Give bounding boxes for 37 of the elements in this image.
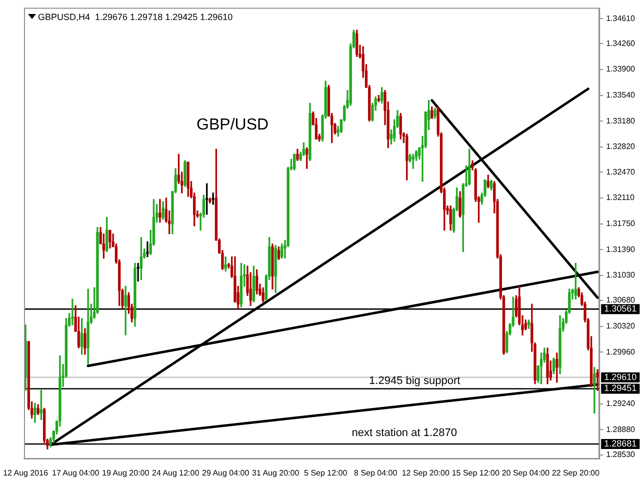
y-tick-label: 1.32110 bbox=[606, 193, 635, 202]
x-tick-label: 5 Sep 12:00 bbox=[304, 468, 348, 478]
y-tick-label: 1.33900 bbox=[606, 64, 636, 74]
x-tick-label: 12 Aug 2016 bbox=[3, 468, 49, 478]
y-tick-label: 1.31030 bbox=[606, 270, 636, 280]
y-tick-label: 1.33180 bbox=[606, 116, 636, 126]
ref-line-label: 1.29610 bbox=[604, 372, 637, 382]
y-tick-label: 1.30680 bbox=[606, 296, 636, 305]
x-tick-label: 29 Aug 04:00 bbox=[202, 468, 250, 478]
x-tick-label: 20 Sep 04:00 bbox=[502, 468, 550, 478]
annotation: 1.2945 big support bbox=[369, 375, 460, 388]
x-tick-label: 31 Aug 20:00 bbox=[252, 468, 300, 478]
y-tick-label: 1.32820 bbox=[606, 142, 636, 152]
y-tick-label: 1.29960 bbox=[606, 347, 636, 356]
x-tick-label: 22 Sep 20:00 bbox=[552, 468, 600, 478]
y-tick-label: 1.31390 bbox=[606, 244, 636, 254]
x-tick-label: 15 Sep 12:00 bbox=[452, 468, 500, 478]
x-tick-label: 24 Aug 12:00 bbox=[152, 468, 200, 478]
y-tick-label: 1.32470 bbox=[606, 167, 636, 176]
annotation: next station at 1.2870 bbox=[352, 426, 457, 439]
y-tick-label: 1.34610 bbox=[606, 14, 636, 23]
y-tick-label: 1.29240 bbox=[606, 399, 636, 408]
ref-line-label: 1.29451 bbox=[604, 383, 637, 394]
y-tick-label: 1.30320 bbox=[606, 322, 636, 331]
y-tick-label: 1.28880 bbox=[606, 424, 636, 434]
y-tick-label: 1.31750 bbox=[606, 218, 636, 228]
y-tick-label: 1.34260 bbox=[606, 38, 636, 48]
x-tick-label: 8 Sep 04:00 bbox=[354, 468, 398, 478]
text: GBPUSD,H4 1.29676 1.29718 1.29425 1.29610 bbox=[38, 12, 233, 22]
y-tick-label: 1.28530 bbox=[606, 450, 636, 460]
ref-line-label: 1.30561 bbox=[604, 304, 637, 314]
x-tick-label: 19 Aug 20:00 bbox=[102, 468, 150, 478]
x-tick-label: 12 Sep 20:00 bbox=[402, 468, 450, 478]
x-tick-label: 17 Aug 04:00 bbox=[52, 468, 100, 478]
annotation: GBP/USD bbox=[196, 116, 269, 134]
ref-line-label: 1.28681 bbox=[604, 438, 637, 448]
y-tick-label: 1.33540 bbox=[606, 90, 636, 100]
